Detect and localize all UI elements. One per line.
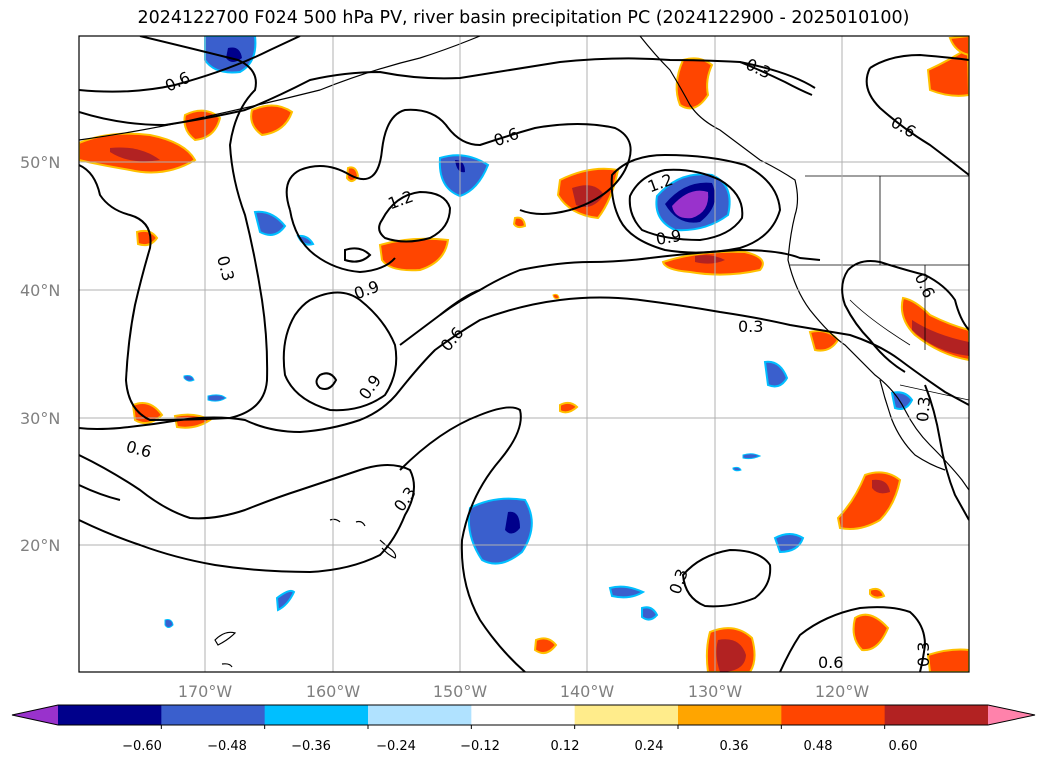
pv-contours [79,36,969,672]
colorbar-outline [11,704,1036,726]
colorbar-segment [471,705,576,725]
longitude-labels: 170°W 160°W 150°W 140°W 130°W 120°W [178,682,870,701]
lon-label: 170°W [178,682,233,701]
lon-label: 160°W [306,682,361,701]
colorbar-extend-high [988,705,1035,725]
contour-label: 0.3 [738,317,763,336]
colorbar-tick-label: −0.48 [207,739,247,754]
colorbar-extend-low [12,705,58,725]
colorbar-tick-label: 0.12 [551,739,580,754]
latitude-labels: 50°N 40°N 30°N 20°N [20,153,60,555]
colorbar-segment [368,705,472,725]
colorbar-tick-label: 0.36 [720,739,749,754]
lat-label: 20°N [20,536,60,555]
map-frame [78,35,970,673]
colorbar-tick-label: 0.48 [804,739,833,754]
lon-label: 140°W [560,682,615,701]
lat-label: 30°N [20,409,60,428]
lat-label: 50°N [20,153,60,172]
lon-label: 130°W [688,682,743,701]
colorbar-segment [884,705,989,725]
colorbar-labels: −0.60 −0.48 −0.36 −0.24 −0.12 0.12 0.24 … [122,739,917,754]
contour-label: 0.6 [818,653,843,672]
lat-label: 40°N [20,281,60,300]
colorbar-segment [58,705,162,725]
colorbar-tick-label: −0.12 [460,739,500,754]
colorbar-segment [678,705,782,725]
colorbar-tick-label: −0.60 [122,739,162,754]
map-title: 2024122700 F024 500 hPa PV, river basin … [137,8,910,28]
contour-label: 0.3 [914,642,933,667]
lon-label: 120°W [815,682,870,701]
coastlines [79,36,969,668]
contour-label: 0.9 [654,226,682,249]
colorbar-segment [161,705,266,725]
colorbar-tick-label: −0.36 [291,739,331,754]
colorbar-segment [264,705,369,725]
colorbar [11,704,1036,729]
colorbar-tick-label: −0.24 [376,739,416,754]
colorbar-tick-label: 0.24 [635,739,664,754]
colorbar-segment [781,705,886,725]
colorbar-segment [574,705,679,725]
lon-label: 150°W [433,682,488,701]
contour-label: 0.3 [913,396,934,423]
colorbar-tick-label: 0.60 [889,739,918,754]
precipitation-shading [79,36,969,672]
